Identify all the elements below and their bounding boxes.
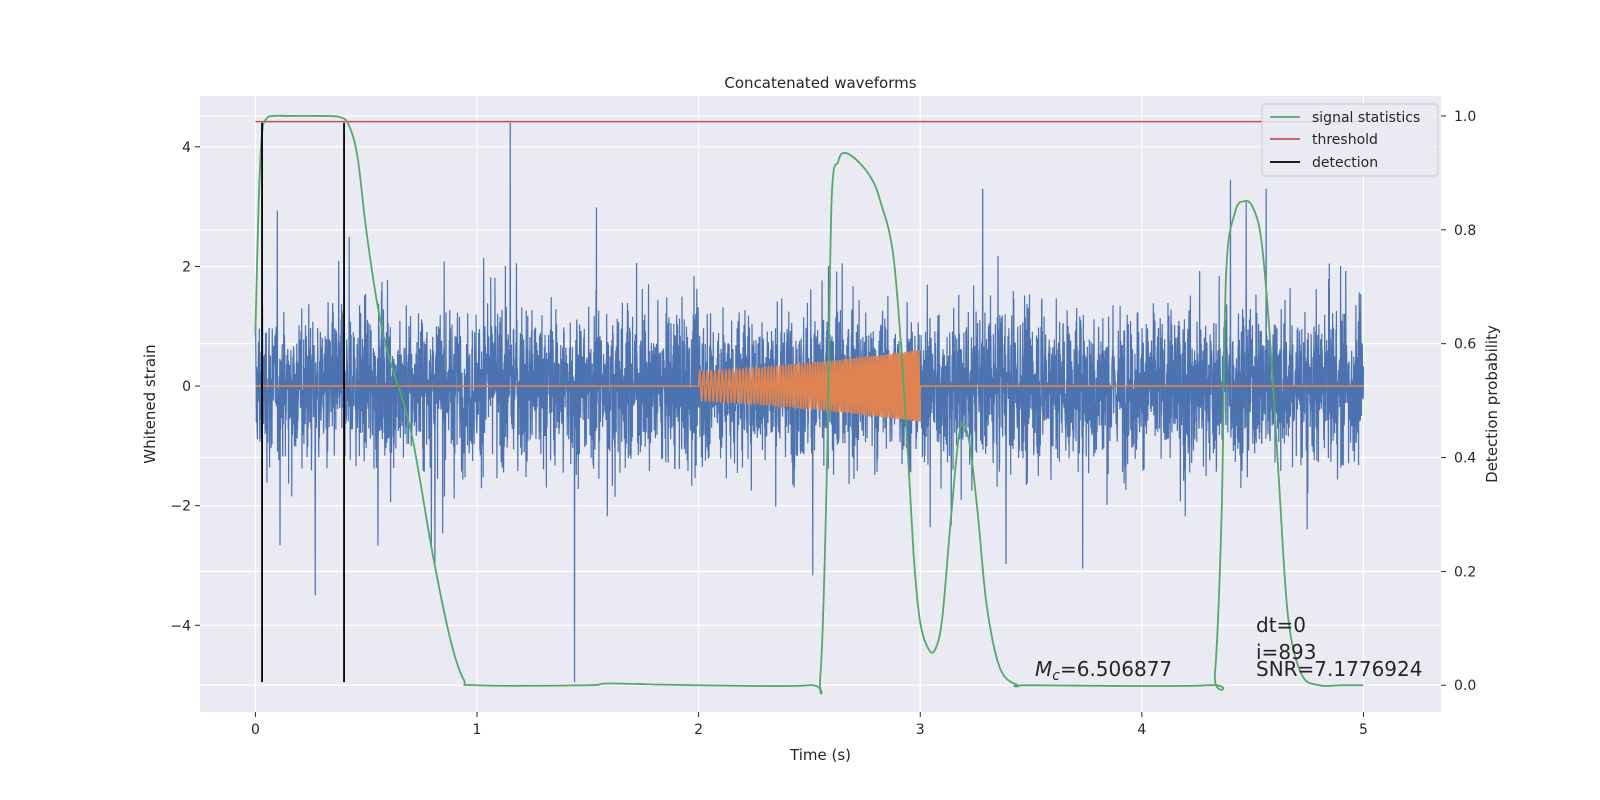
- y-tick-label: 4: [182, 140, 191, 156]
- y2-axis-label: Detection probability: [1483, 325, 1501, 483]
- signal-statistics-series: [254, 114, 1364, 695]
- legend-label-detection: detection: [1312, 155, 1378, 171]
- y2-tick-label: 0.2: [1454, 564, 1476, 580]
- axes-ticks: 0 1 2 3 4 5 −4 −2 0 2 4 0.0 0.2 0.4 0.6 0.8 1.0: [170, 109, 1476, 738]
- y2-tick-label: 0.4: [1454, 451, 1476, 467]
- annotations: Mc=6.506877 dt=0 i=893 SNR=7.1776924: [1035, 613, 1422, 684]
- annotation-mc-text: Mc=6.506877: [1035, 657, 1172, 684]
- y2-tick-label: 0.6: [1454, 337, 1476, 353]
- detection-lines: [261, 122, 345, 683]
- x-tick-label: 3: [916, 722, 925, 738]
- x-axis-label: Time (s): [789, 746, 851, 764]
- legend-box: [1261, 103, 1439, 177]
- y-tick-label: −2: [170, 499, 191, 515]
- y2-tick-label: 1.0: [1454, 109, 1476, 125]
- y-tick-label: 0: [182, 379, 191, 395]
- y2-tick-label: 0.8: [1454, 223, 1476, 239]
- mc-subscript: c: [1052, 668, 1060, 684]
- plot-content: [254, 114, 1365, 695]
- x-tick-label: 1: [473, 722, 482, 738]
- y2-tick-label: 0.0: [1454, 678, 1476, 694]
- template-series: [255, 350, 1364, 422]
- legend-label-signal-statistics: signal statistics: [1312, 110, 1420, 126]
- legend-label-threshold: threshold: [1312, 132, 1378, 148]
- mc-value: =6.506877: [1060, 657, 1172, 681]
- y-tick-label: 2: [182, 259, 191, 275]
- annotation-dt: dt=0: [1256, 613, 1306, 637]
- x-tick-label: 2: [694, 722, 703, 738]
- mc-symbol: M: [1035, 657, 1052, 681]
- x-tick-label: 4: [1137, 722, 1146, 738]
- annotation-snr: SNR=7.1776924: [1256, 657, 1422, 681]
- x-tick-label: 5: [1359, 722, 1368, 738]
- annotation-mc: Mc=6.506877: [1035, 657, 1172, 684]
- annotation-i: i=893: [1256, 640, 1317, 664]
- y-tick-label: −4: [170, 618, 191, 634]
- chart-title: Concatenated waveforms: [724, 74, 916, 92]
- x-tick-label: 0: [251, 722, 260, 738]
- legend: signal statistics threshold detection: [1261, 103, 1439, 177]
- y-axis-label: Whitened strain: [141, 344, 159, 463]
